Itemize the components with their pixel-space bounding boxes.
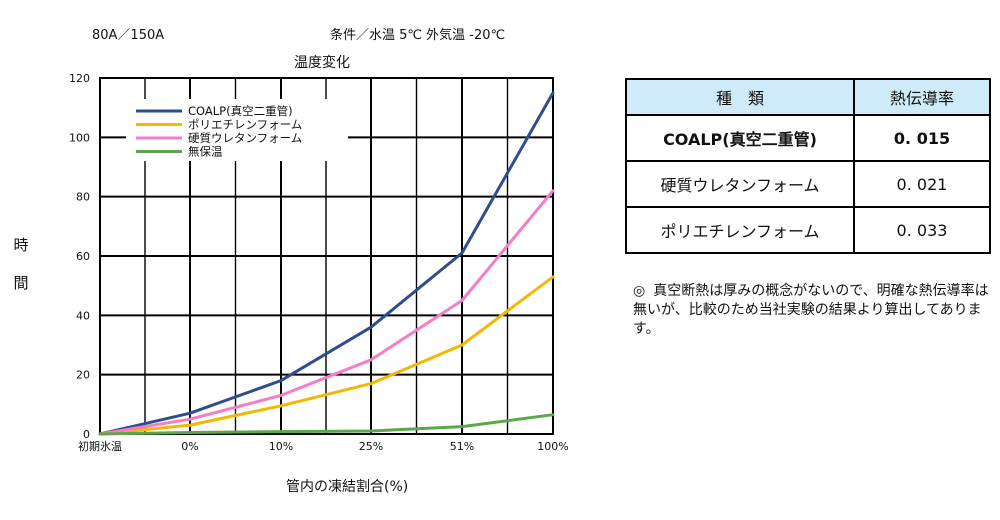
header-size-label: 80A／150A [92, 28, 165, 43]
x-tick-label: 0% [181, 440, 198, 453]
series-line-3 [98, 189, 555, 436]
table-cell-value: 0. 021 [853, 160, 991, 208]
legend-label: COALP(真空二重管) [188, 104, 293, 118]
y-tick-label: 20 [76, 369, 90, 382]
footnote-text: 真空断熱は厚みの概念がないので、明確な熱伝導率は無いが、比較のため当社実験の結果… [633, 283, 989, 337]
x-tick-label: 51% [450, 440, 474, 453]
chart-title: 温度変化 [294, 55, 350, 71]
x-axis-label: 管内の凍結割合(%) [286, 479, 409, 495]
y-axis-label: 時間 [13, 236, 29, 292]
table-header-row: 種 類 熱伝導率 [625, 78, 991, 116]
table-row: COALP(真空二重管) 0. 015 [625, 114, 991, 162]
x-tick-label: 10% [269, 440, 293, 453]
table-header-conductivity: 熱伝導率 [853, 78, 991, 116]
series-line-4 [98, 413, 555, 436]
y-tick-label: 60 [76, 250, 90, 263]
table-cell-value: 0. 015 [853, 114, 991, 162]
series-line-1 [98, 91, 555, 436]
x-tick-label: 25% [359, 440, 383, 453]
table-header-kind: 種 類 [625, 78, 855, 116]
x-tick-label: 初期氷温 [78, 439, 122, 453]
y-tick-label: 120 [69, 72, 90, 85]
double-circle-icon: ◎ [633, 283, 646, 299]
table-cell-kind: ポリエチレンフォーム [625, 206, 855, 254]
x-tick-label: 100% [537, 440, 568, 453]
legend-label: 硬質ウレタンフォーム [188, 131, 302, 145]
y-tick-label: 0 [83, 428, 90, 441]
table-cell-kind: COALP(真空二重管) [625, 114, 855, 162]
footnote: ◎ 真空断熱は厚みの概念がないので、明確な熱伝導率は無いが、比較のため当社実験の結… [633, 282, 993, 339]
legend-label: 無保温 [188, 145, 223, 159]
table-row: ポリエチレンフォーム 0. 033 [625, 206, 991, 254]
header-conditions-label: 条件／水温 5℃ 外気温 -20℃ [330, 28, 506, 43]
y-tick-label: 80 [76, 191, 90, 204]
table-cell-value: 0. 033 [853, 206, 991, 254]
y-tick-label: 40 [76, 309, 90, 322]
series-line-2 [98, 275, 555, 436]
table-cell-kind: 硬質ウレタンフォーム [625, 160, 855, 208]
y-tick-label: 100 [69, 131, 90, 144]
thermal-conductivity-table: 種 類 熱伝導率 COALP(真空二重管) 0. 015 硬質ウレタンフォーム … [625, 78, 991, 254]
table-row: 硬質ウレタンフォーム 0. 021 [625, 160, 991, 208]
legend-label: ポリエチレンフォーム [188, 118, 302, 132]
